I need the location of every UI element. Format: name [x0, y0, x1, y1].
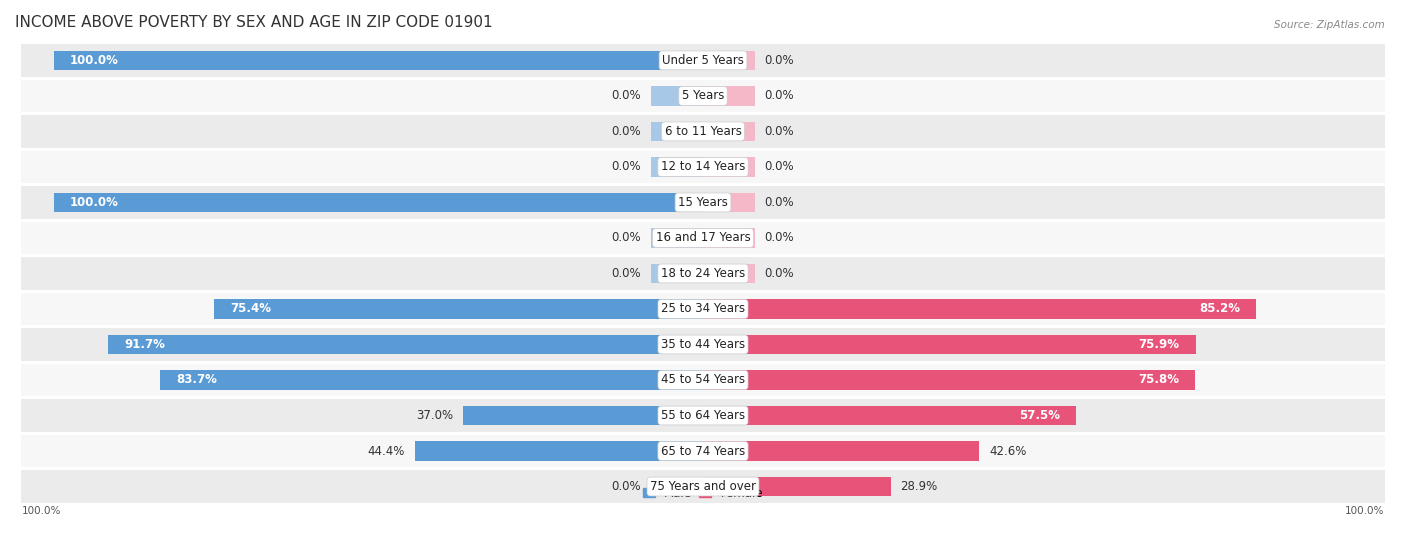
- Bar: [703, 335, 1195, 354]
- Text: 0.0%: 0.0%: [612, 480, 641, 493]
- Text: 0.0%: 0.0%: [612, 160, 641, 173]
- Text: 0.0%: 0.0%: [765, 231, 794, 244]
- Text: 57.5%: 57.5%: [1019, 409, 1060, 422]
- Text: Source: ZipAtlas.com: Source: ZipAtlas.com: [1274, 20, 1385, 30]
- Text: 25 to 34 Years: 25 to 34 Years: [661, 302, 745, 315]
- Text: 0.0%: 0.0%: [612, 89, 641, 102]
- Bar: [21, 186, 1385, 219]
- Bar: [703, 299, 1256, 319]
- Text: 85.2%: 85.2%: [1199, 302, 1240, 315]
- Bar: [703, 228, 755, 248]
- Bar: [703, 193, 755, 212]
- Text: 6 to 11 Years: 6 to 11 Years: [665, 125, 741, 138]
- Text: 0.0%: 0.0%: [765, 89, 794, 102]
- Bar: [703, 264, 755, 283]
- Bar: [21, 257, 1385, 290]
- Text: 0.0%: 0.0%: [765, 267, 794, 280]
- Bar: [108, 335, 703, 354]
- Text: 12 to 14 Years: 12 to 14 Years: [661, 160, 745, 173]
- Legend: Male, Female: Male, Female: [638, 482, 768, 505]
- Bar: [651, 122, 703, 141]
- Text: Under 5 Years: Under 5 Years: [662, 54, 744, 67]
- Text: 91.7%: 91.7%: [124, 338, 165, 351]
- Text: 75.9%: 75.9%: [1139, 338, 1180, 351]
- Bar: [703, 370, 1195, 390]
- Bar: [651, 86, 703, 106]
- Bar: [21, 328, 1385, 361]
- Bar: [703, 86, 755, 106]
- Text: 75.4%: 75.4%: [229, 302, 271, 315]
- Bar: [21, 364, 1385, 396]
- Bar: [21, 221, 1385, 254]
- Text: INCOME ABOVE POVERTY BY SEX AND AGE IN ZIP CODE 01901: INCOME ABOVE POVERTY BY SEX AND AGE IN Z…: [15, 15, 492, 30]
- Text: 100.0%: 100.0%: [21, 506, 60, 516]
- Text: 0.0%: 0.0%: [765, 196, 794, 209]
- Text: 28.9%: 28.9%: [900, 480, 938, 493]
- Bar: [703, 157, 755, 177]
- Bar: [703, 477, 890, 496]
- Bar: [214, 299, 703, 319]
- Text: 55 to 64 Years: 55 to 64 Years: [661, 409, 745, 422]
- Bar: [463, 406, 703, 425]
- Bar: [21, 79, 1385, 112]
- Bar: [703, 441, 980, 461]
- Bar: [21, 150, 1385, 183]
- Bar: [21, 115, 1385, 148]
- Text: 100.0%: 100.0%: [70, 196, 120, 209]
- Text: 15 Years: 15 Years: [678, 196, 728, 209]
- Text: 0.0%: 0.0%: [765, 160, 794, 173]
- Text: 0.0%: 0.0%: [765, 54, 794, 67]
- Text: 35 to 44 Years: 35 to 44 Years: [661, 338, 745, 351]
- Text: 42.6%: 42.6%: [990, 444, 1026, 457]
- Bar: [651, 157, 703, 177]
- Bar: [651, 228, 703, 248]
- Bar: [21, 399, 1385, 432]
- Bar: [703, 406, 1076, 425]
- Text: 45 to 54 Years: 45 to 54 Years: [661, 373, 745, 386]
- Text: 0.0%: 0.0%: [612, 267, 641, 280]
- Bar: [53, 193, 703, 212]
- Bar: [21, 44, 1385, 77]
- Text: 0.0%: 0.0%: [765, 125, 794, 138]
- Text: 83.7%: 83.7%: [176, 373, 217, 386]
- Text: 75.8%: 75.8%: [1137, 373, 1178, 386]
- Text: 0.0%: 0.0%: [612, 125, 641, 138]
- Bar: [160, 370, 703, 390]
- Text: 5 Years: 5 Years: [682, 89, 724, 102]
- Text: 16 and 17 Years: 16 and 17 Years: [655, 231, 751, 244]
- Text: 18 to 24 Years: 18 to 24 Years: [661, 267, 745, 280]
- Text: 75 Years and over: 75 Years and over: [650, 480, 756, 493]
- Bar: [651, 477, 703, 496]
- Text: 44.4%: 44.4%: [368, 444, 405, 457]
- Bar: [651, 264, 703, 283]
- Bar: [415, 441, 703, 461]
- Bar: [21, 435, 1385, 467]
- Bar: [53, 51, 703, 70]
- Bar: [703, 51, 755, 70]
- Text: 0.0%: 0.0%: [612, 231, 641, 244]
- Text: 100.0%: 100.0%: [1346, 506, 1385, 516]
- Text: 65 to 74 Years: 65 to 74 Years: [661, 444, 745, 457]
- Text: 100.0%: 100.0%: [70, 54, 120, 67]
- Bar: [21, 470, 1385, 503]
- Text: 37.0%: 37.0%: [416, 409, 453, 422]
- Bar: [21, 293, 1385, 325]
- Bar: [703, 122, 755, 141]
